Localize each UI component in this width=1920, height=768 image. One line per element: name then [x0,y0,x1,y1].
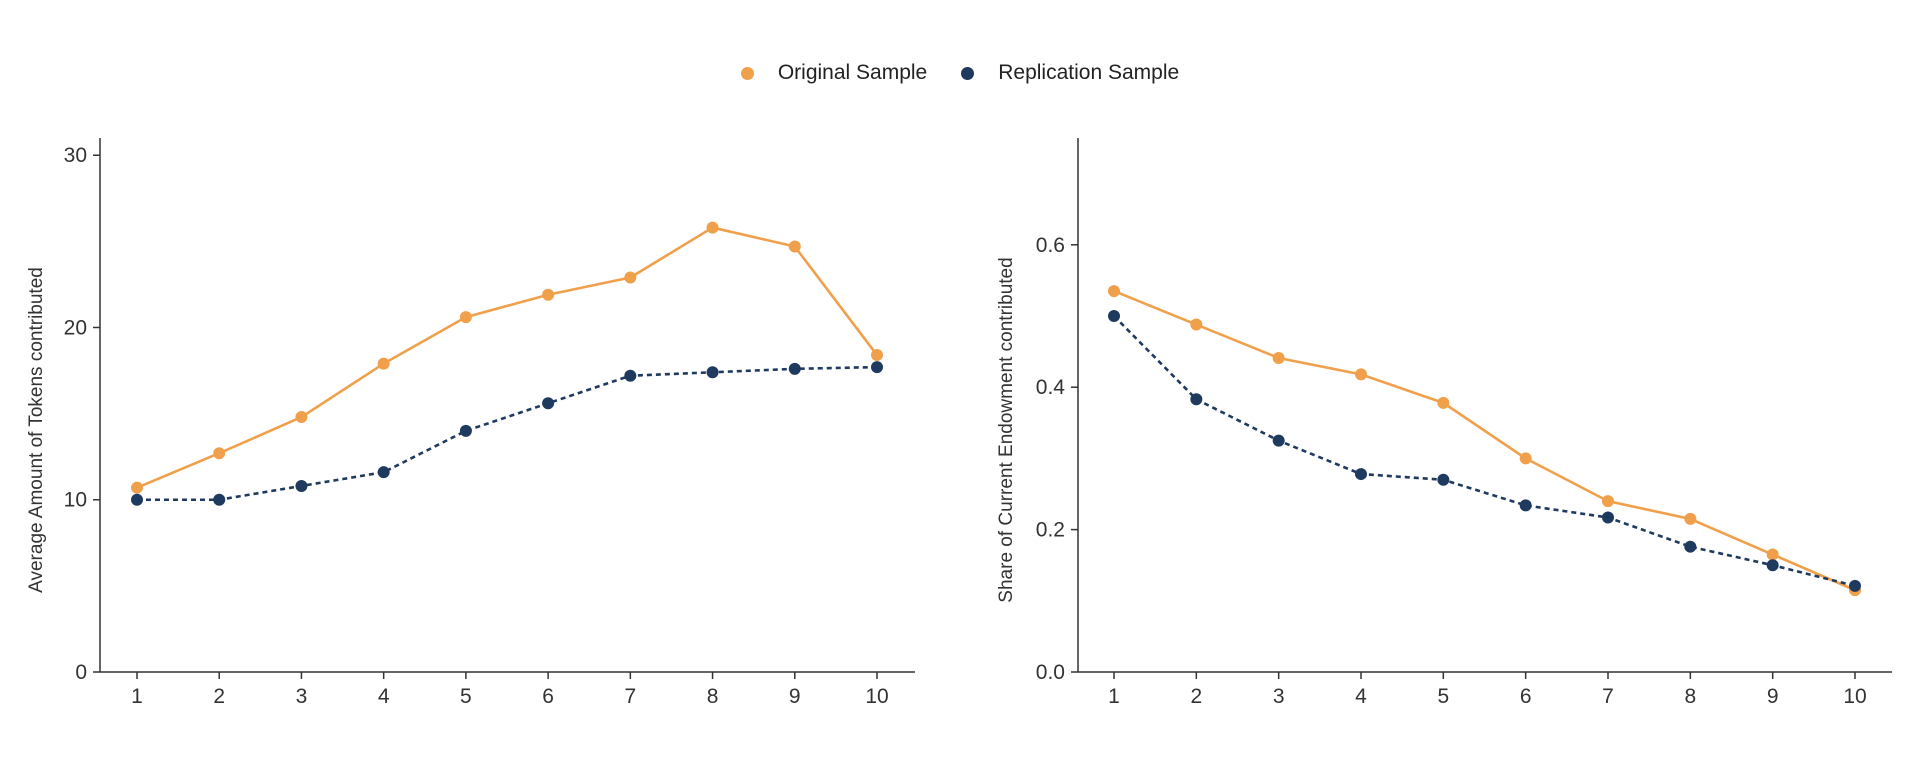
chart1-series-original-point [871,349,883,362]
chart1-y-tick-label: 0 [75,661,87,684]
chart2-y-tick-label: 0.4 [1036,376,1066,399]
chart1-series-original-point [459,311,472,324]
chart2-series-replication-point [1849,579,1861,592]
chart2-series-original-point [1766,548,1779,561]
chart2-y-tick-label: 0.6 [1036,234,1065,257]
chart1-y-tick-label: 10 [64,489,87,512]
chart1-x-tick-label: 10 [865,685,888,708]
legend-marker-replication [961,66,975,80]
chart2-series-replication-line [1113,315,1856,588]
chart1-series-original-point [624,271,637,284]
chart2-series-replication-point [1766,559,1779,572]
chart2-x-tick-label: 1 [1108,685,1120,708]
legend-marker-original [740,66,754,80]
chart2-x-tick-label: 9 [1767,685,1779,708]
chart1-x-tick-label: 2 [213,685,225,708]
chart1-series-replication-line [137,365,878,502]
chart2-series-original-point [1602,495,1614,508]
chart1-series-original-point [788,240,801,253]
chart1-series-original-point [131,481,143,494]
chart1-series-replication-point [213,493,226,506]
chart2-y-tick-label: 0.2 [1036,519,1065,542]
chart1-x-tick-label: 6 [542,685,554,708]
chart1-series-replication-point [706,366,719,379]
chart2-x-tick-label: 5 [1437,685,1449,708]
chart1-series-original-point [295,411,308,424]
chart2-series-replication-point [1355,468,1367,481]
chart2-x-tick-label: 3 [1273,685,1285,708]
chart1-series-replication-point [459,424,472,437]
chart1-x-tick-label: 9 [789,685,801,708]
chart1-y-tick-label: 20 [64,316,87,339]
chart1-series-original-point [377,357,390,370]
chart1-series-replication-point [295,479,308,492]
chart2-series-original-point [1190,318,1203,331]
chart2-series-replication-point [1437,473,1450,486]
chart1-series-original-point [542,288,555,301]
chart2-y-tick-label: 0.0 [1036,661,1065,684]
chart1-y-tick-label: 30 [64,144,87,167]
chart1-series-replication-point [871,361,883,374]
legend-item-original: Original Sample [740,61,928,85]
chart2-series-replication-point [1272,434,1285,447]
chart2-series-original-point [1272,352,1285,365]
legend-label-original: Original Sample [777,61,928,84]
chart1-series-replication-point [788,362,801,375]
chart1-x-tick-label: 3 [296,685,308,708]
chart2-series-replication-point [1519,499,1532,512]
chart2-series-original-point [1519,452,1532,465]
chart2-series-original-line [1113,289,1856,592]
chart1-series-original-line [136,226,879,489]
chart1-x-tick-label: 4 [378,685,390,708]
chart1-series-original-point [213,447,226,460]
chart2-x-tick-label: 8 [1684,685,1696,708]
chart-legend: Original Sample Replication Sample [0,58,1920,88]
chart1-series-original-point [706,221,719,234]
chart1-x-tick-label: 5 [460,685,472,708]
chart1-y-axis-label: Average Amount of Tokens contributed [26,267,47,593]
chart1-series-replication-point [624,369,637,382]
legend-item-replication: Replication Sample [961,61,1179,85]
chart2-series-replication-point [1190,393,1203,406]
chart2-y-axis-label: Share of Current Endowment contributed [996,257,1017,602]
chart2-x-tick-label: 7 [1602,685,1614,708]
chart2-series-original-point [1108,285,1120,298]
chart2-x-tick-label: 10 [1843,685,1866,708]
legend-label-replication: Replication Sample [998,61,1180,84]
chart2-series-original-point [1355,368,1367,381]
chart2-series-replication-point [1602,511,1614,524]
chart2-series-replication-point [1108,310,1120,322]
chart2-x-tick-label: 4 [1355,685,1367,708]
chart1-series-replication-point [131,493,143,506]
chart2-series-original-point [1437,396,1450,409]
chart1-x-tick-label: 8 [707,685,719,708]
chart2-x-tick-label: 6 [1520,685,1532,708]
chart1-x-tick-label: 1 [131,685,143,708]
chart1-x-tick-label: 7 [624,685,636,708]
chart1-series-replication-point [542,397,555,410]
chart2-x-tick-label: 2 [1190,685,1202,708]
chart2-series-replication-point [1684,540,1697,553]
chart2-series-original-point [1684,512,1697,525]
chart1-series-replication-point [377,466,390,479]
